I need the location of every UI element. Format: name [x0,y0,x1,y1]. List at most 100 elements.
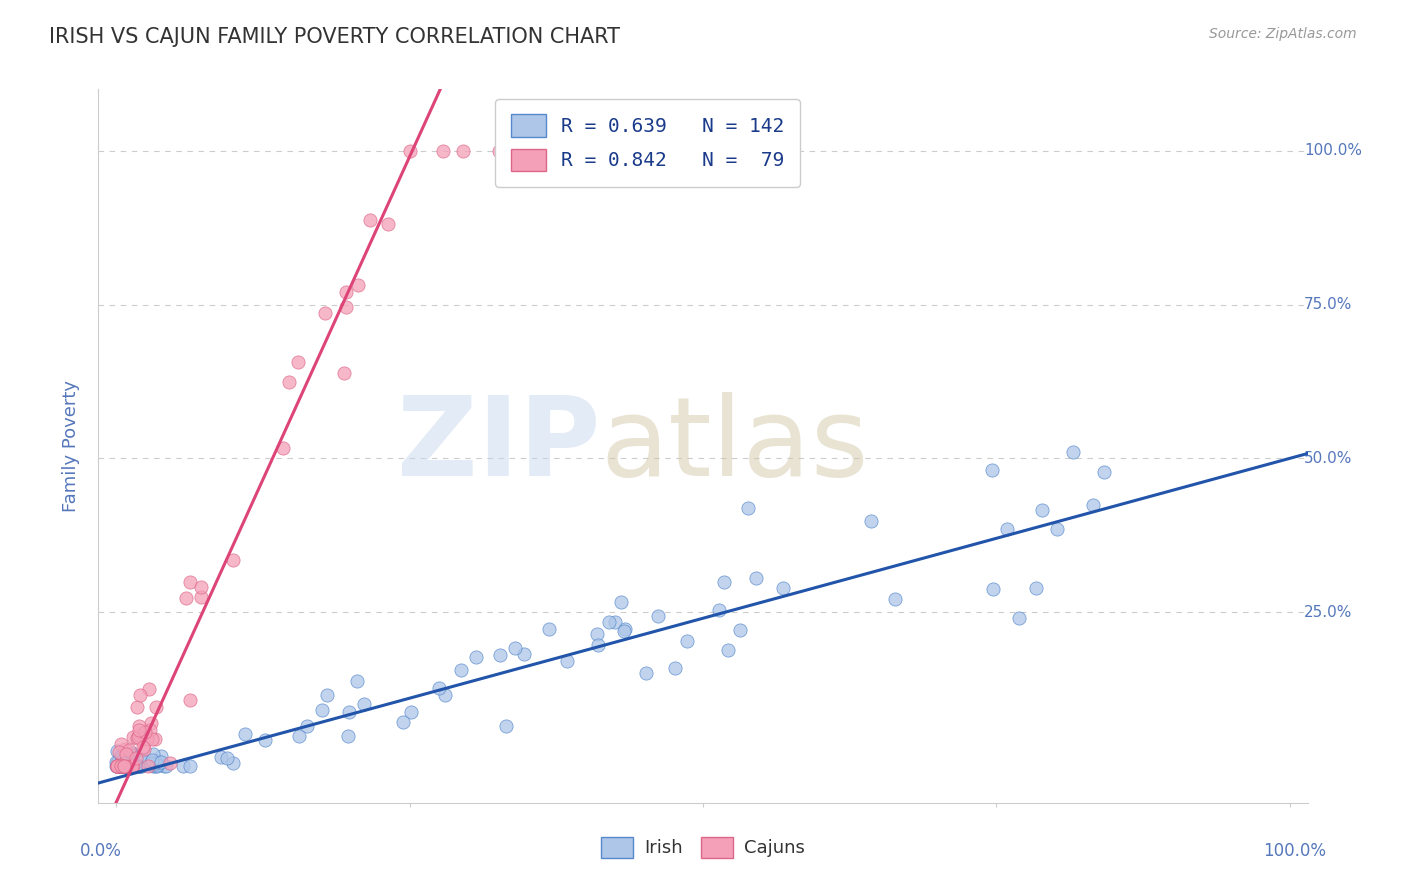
Point [127,730,149,744]
Point [399,706,422,720]
Point [132,755,155,769]
Point [453,144,475,158]
Point [108,753,131,767]
Point [465,649,488,664]
Point [110,759,132,773]
Point [105,743,128,757]
Point [117,756,139,770]
Point [125,731,148,745]
Point [112,759,135,773]
Point [613,624,636,638]
Point [772,582,794,596]
Point [112,759,135,773]
Point [288,729,311,743]
Point [134,725,156,739]
Point [513,647,536,661]
Point [110,759,132,773]
Point [145,756,167,770]
Point [110,758,132,772]
Point [115,759,138,773]
Point [398,144,420,158]
Point [139,756,162,770]
Point [605,615,627,629]
Point [316,688,339,702]
Text: 100.0%: 100.0% [1303,144,1362,158]
Point [110,759,132,773]
Point [110,749,132,764]
Point [115,759,138,773]
Point [108,759,131,773]
Point [139,756,162,771]
Point [105,759,128,773]
Point [730,623,752,637]
Point [128,750,150,764]
Point [125,759,148,773]
Point [353,697,375,711]
Point [128,723,150,738]
Point [254,733,277,747]
Point [278,375,301,389]
Point [153,759,176,773]
Text: Source: ZipAtlas.com: Source: ZipAtlas.com [1209,27,1357,41]
Text: 100.0%: 100.0% [1263,842,1326,860]
Point [148,754,170,768]
Point [337,705,360,719]
Point [121,759,143,773]
Point [107,759,129,773]
Point [110,759,132,773]
Point [314,306,336,320]
Y-axis label: Family Poverty: Family Poverty [62,380,80,512]
Point [141,753,163,767]
Point [489,648,512,662]
Point [127,758,149,772]
Text: 50.0%: 50.0% [1303,450,1353,466]
Point [124,752,146,766]
Point [121,751,143,765]
Point [149,749,172,764]
Point [1008,611,1031,625]
Point [613,622,636,636]
Point [112,759,135,773]
Point [122,751,145,765]
Point [359,212,381,227]
Point [1092,465,1115,479]
Point [121,746,143,760]
Point [1062,444,1084,458]
Point [120,759,142,773]
Point [335,285,357,299]
Point [117,757,139,772]
Point [114,742,136,756]
Point [112,759,135,773]
Point [450,663,472,677]
Point [128,728,150,742]
Point [112,759,135,773]
Point [132,755,155,769]
Point [134,725,156,739]
Point [142,747,165,762]
Point [179,575,201,590]
Point [551,144,574,158]
Point [190,580,212,594]
Point [120,759,142,773]
Point [134,741,156,756]
Point [347,277,370,292]
Point [495,719,517,733]
Point [146,759,169,773]
Point [495,144,517,158]
Point [111,759,134,773]
Point [174,591,197,605]
Point [105,759,128,773]
Point [634,665,657,680]
Legend: Irish, Cajuns: Irish, Cajuns [593,830,813,865]
Point [110,759,132,773]
Point [707,603,730,617]
Point [111,759,134,773]
Point [112,756,135,771]
Point [110,757,132,772]
Point [112,759,135,773]
Point [115,759,138,773]
Point [883,591,905,606]
Point [311,703,333,717]
Point [107,758,129,772]
Point [121,755,143,769]
